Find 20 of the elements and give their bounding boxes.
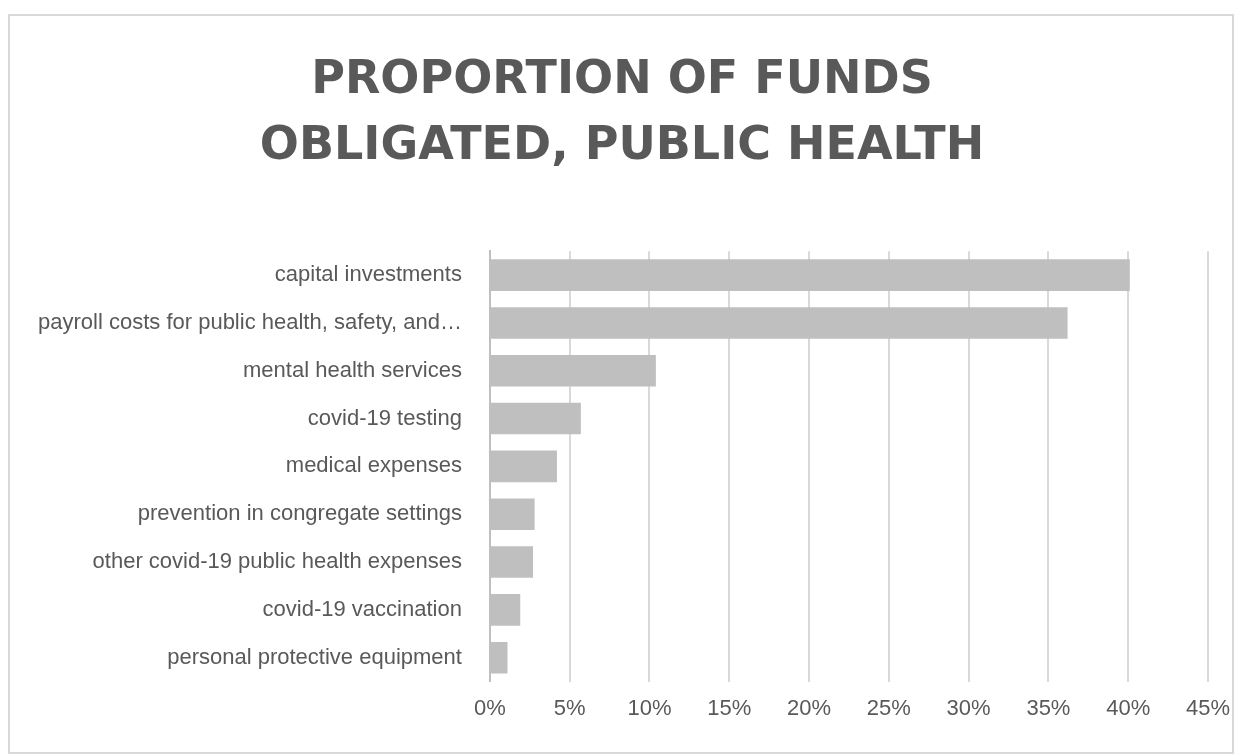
chart-title: PROPORTION OF FUNDS OBLIGATED, PUBLIC HEALTH <box>258 49 986 172</box>
y-tick-label: payroll costs for public health, safety, and… <box>38 309 462 334</box>
x-tick-label: 5% <box>553 694 586 720</box>
x-tick-label: 20% <box>787 694 832 720</box>
x-tick-label: 25% <box>866 694 911 720</box>
y-tick-label: personal protective equipment <box>167 643 462 669</box>
x-tick-label: 40% <box>1106 694 1151 720</box>
y-tick-label: covid-19 testing <box>307 404 462 430</box>
x-tick-label: 10% <box>627 694 672 720</box>
y-tick-label: prevention in congregate settings <box>137 500 462 526</box>
y-tick-label: other covid-19 public health expenses <box>92 548 462 574</box>
x-tick-label: 35% <box>1026 694 1071 720</box>
x-tick-label: 0% <box>474 694 506 720</box>
x-tick-label: 45% <box>1185 694 1231 720</box>
x-tick-label: 15% <box>707 694 752 720</box>
x-tick-label: 30% <box>946 694 991 720</box>
y-tick-label: capital investments <box>274 261 462 287</box>
y-tick-label: medical expenses <box>285 452 462 478</box>
y-tick-label: mental health services <box>243 356 462 382</box>
y-tick-label: covid-19 vaccination <box>262 595 462 621</box>
